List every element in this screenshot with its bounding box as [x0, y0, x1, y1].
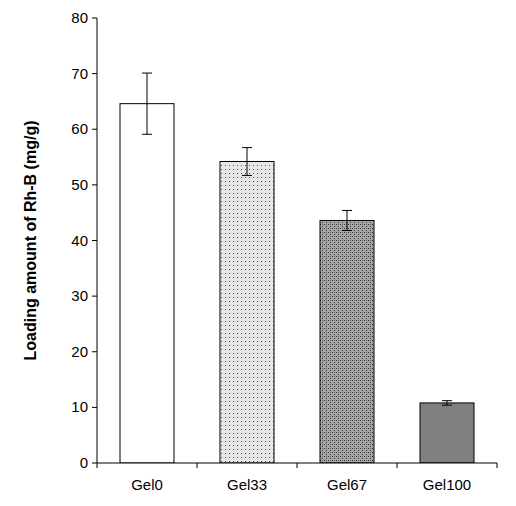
- error-cap: [342, 210, 352, 211]
- y-tick-label: 80: [71, 9, 88, 26]
- error-stem: [147, 73, 148, 134]
- error-cap: [142, 73, 152, 74]
- y-tick: [92, 73, 97, 74]
- error-bar: [142, 73, 152, 134]
- bar: [420, 403, 474, 463]
- x-band-tick: [397, 463, 398, 468]
- error-cap: [442, 405, 452, 406]
- bars: [120, 104, 474, 463]
- x-tick-label: Gel67: [327, 476, 367, 493]
- error-bar: [242, 148, 252, 176]
- y-tick-label: 40: [71, 232, 88, 249]
- x-band-tick: [197, 463, 198, 468]
- y-tick: [92, 184, 97, 185]
- y-tick: [92, 240, 97, 241]
- x-band-tick: [297, 463, 298, 468]
- y-tick: [92, 129, 97, 130]
- y-tick-label: 60: [71, 120, 88, 137]
- bar: [320, 220, 374, 463]
- y-axis-label: Loading amount of Rh-B (mg/g): [22, 121, 39, 361]
- y-tick-label: 30: [71, 287, 88, 304]
- y-tick: [92, 407, 97, 408]
- y-tick-label: 70: [71, 65, 88, 82]
- error-cap: [242, 175, 252, 176]
- y-tick-label: 20: [71, 343, 88, 360]
- y-tick: [92, 296, 97, 297]
- error-stem: [347, 210, 348, 230]
- x-tick-label: Gel0: [131, 476, 163, 493]
- y-tick-label: 50: [71, 176, 88, 193]
- x-band-tick: [497, 463, 498, 468]
- error-stem: [447, 401, 448, 405]
- error-cap: [142, 134, 152, 135]
- bar: [220, 162, 274, 463]
- error-cap: [242, 147, 252, 148]
- x-tick-label: Gel33: [227, 476, 267, 493]
- x-tick-label: Gel100: [423, 476, 471, 493]
- y-tick: [92, 351, 97, 352]
- chart-root: 0 10 20 30 40 50 60 70 80 Gel0 Gel33 Gel67 Gel100 Loa…: [0, 0, 516, 506]
- error-stem: [247, 148, 248, 176]
- bar: [120, 104, 174, 463]
- y-tick: [92, 463, 97, 464]
- y-tick-label: 10: [71, 398, 88, 415]
- y-tick: [92, 18, 97, 19]
- error-bar: [442, 401, 452, 405]
- error-bars: [142, 73, 452, 405]
- chart-svg: 0 10 20 30 40 50 60 70 80 Gel0 Gel33 Gel67 Gel100 Loa…: [0, 0, 516, 506]
- y-tick-label: 0: [80, 454, 88, 471]
- error-cap: [342, 230, 352, 231]
- error-cap: [442, 400, 452, 401]
- error-bar: [342, 210, 352, 230]
- x-band-tick: [97, 463, 98, 468]
